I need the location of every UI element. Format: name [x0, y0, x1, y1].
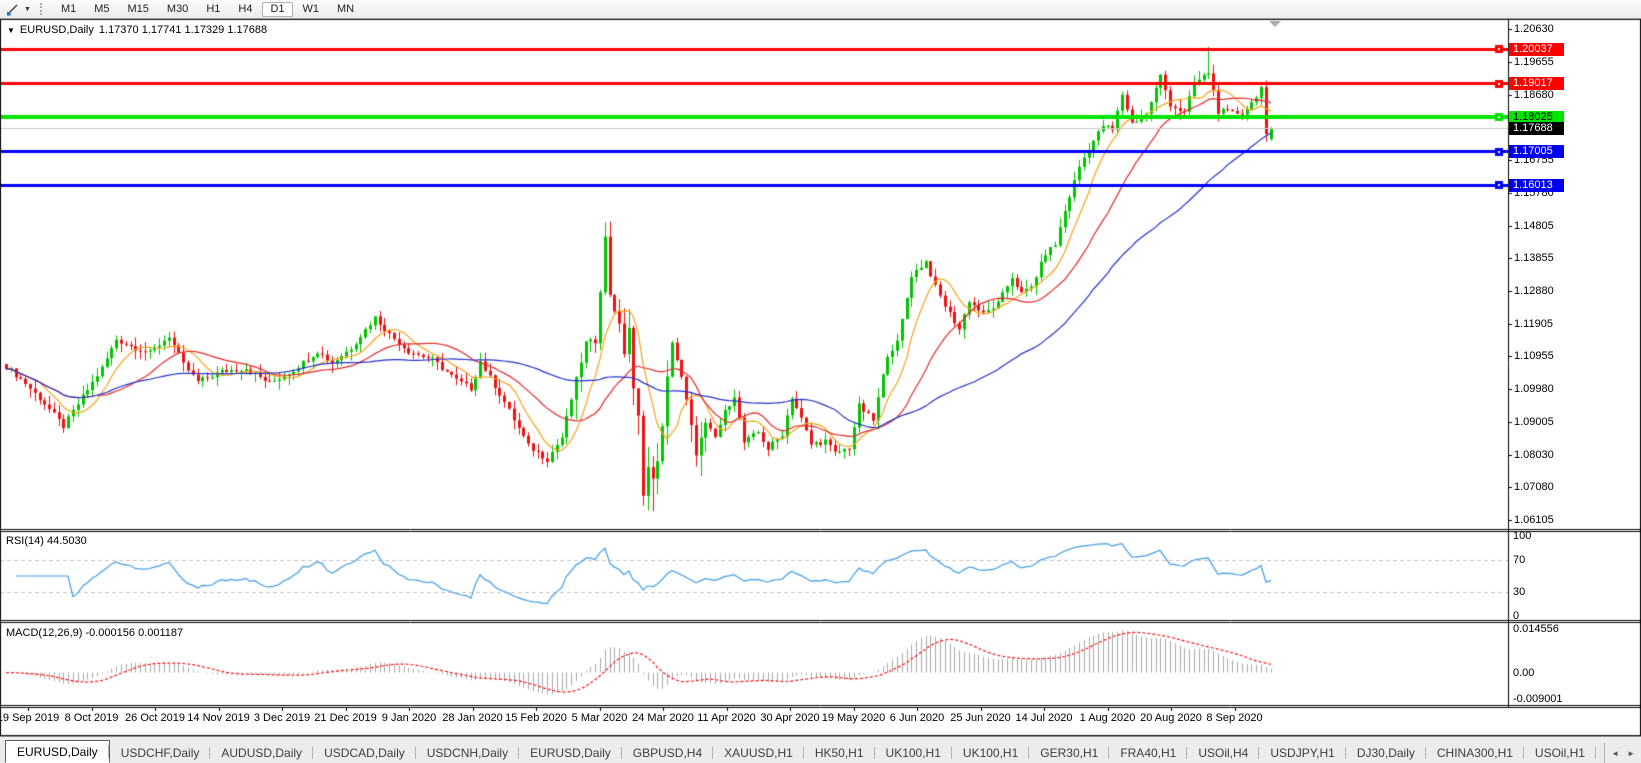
symbol-caret-icon[interactable]: ▼: [7, 25, 15, 35]
timeframe-button-h1[interactable]: H1: [198, 2, 228, 17]
toolbar: ▼ M1 M5 M15 M30 H1 H4 D1 W1 MN: [0, 0, 1641, 19]
timeframe-button-m15[interactable]: M15: [120, 2, 157, 17]
chart-cursor-icon[interactable]: [3, 1, 21, 17]
macd-label: MACD(12,26,9) -0.000156 0.001187: [6, 627, 184, 639]
chart-tab-bar: EURUSD,Daily USDCHF,Daily AUDUSD,Daily U…: [0, 736, 1641, 763]
chart-tab-hk50-h1[interactable]: HK50,H1: [804, 743, 875, 763]
tab-scroll-left-icon[interactable]: ◄: [1611, 748, 1620, 758]
tab-scroll-right-icon[interactable]: ►: [1627, 748, 1635, 758]
timeframe-button-m1[interactable]: M1: [53, 2, 84, 17]
chart-tab-dj30-daily[interactable]: DJ30,Daily: [1346, 743, 1426, 763]
chart-tab-usdchf-daily[interactable]: USDCHF,Daily: [110, 743, 211, 763]
line-studies-group: ▼: [0, 0, 37, 18]
timeframe-button-mn[interactable]: MN: [329, 2, 362, 17]
chart-tab-fra40-h1[interactable]: FRA40,H1: [1109, 743, 1188, 763]
title-symbol: EURUSD,Daily: [19, 24, 94, 36]
timeframe-button-h4[interactable]: H4: [230, 2, 260, 17]
chart-tab-gbpusd-h4[interactable]: GBPUSD,H4: [622, 743, 714, 763]
dropdown-caret-icon[interactable]: ▼: [24, 5, 31, 13]
timeframe-button-d1[interactable]: D1: [262, 1, 293, 17]
title-ohlc: 1.17370 1.17741 1.17329 1.17688: [98, 24, 268, 36]
toolbar-grip[interactable]: [39, 3, 49, 15]
chart-tab-audusd-daily[interactable]: AUDUSD,Daily: [210, 743, 313, 763]
chart-tab-uk100-h1[interactable]: UK100,H1: [875, 743, 953, 763]
timeframe-button-m30[interactable]: M30: [159, 2, 196, 17]
chart-tab-usdcad-daily[interactable]: USDCAD,Daily: [313, 743, 416, 763]
chart-tab-xauusd-h1[interactable]: XAUUSD,H1: [713, 743, 804, 763]
chart-tab-eurusd-daily[interactable]: EURUSD,Daily: [5, 740, 110, 763]
chart-tab-ger30-h1[interactable]: GER30,H1: [1029, 743, 1110, 763]
chart-tab-uk100-h1-2[interactable]: UK100,H1: [952, 743, 1030, 763]
timeframe-button-w1[interactable]: W1: [295, 2, 328, 17]
tab-scroll-group: ◄ ►: [1604, 743, 1641, 763]
chart-tab-usoil-h1[interactable]: USOil,H1: [1524, 743, 1596, 763]
chart-title: ▼ EURUSD,Daily 1.17370 1.17741 1.17329 1…: [7, 24, 267, 36]
chart-tab-usdcnh-daily[interactable]: USDCNH,Daily: [416, 743, 520, 763]
rsi-label: RSI(14) 44.5030: [6, 535, 87, 547]
chart-tab-usoil-h4[interactable]: USOil,H4: [1187, 743, 1260, 763]
chart-tab-china300-h1[interactable]: CHINA300,H1: [1426, 743, 1524, 763]
chart-tab-usdjpy-h1[interactable]: USDJPY,H1: [1259, 743, 1347, 763]
chart-tab-eurusd-daily-2[interactable]: EURUSD,Daily: [519, 743, 622, 763]
timeframe-button-m5[interactable]: M5: [86, 2, 117, 17]
